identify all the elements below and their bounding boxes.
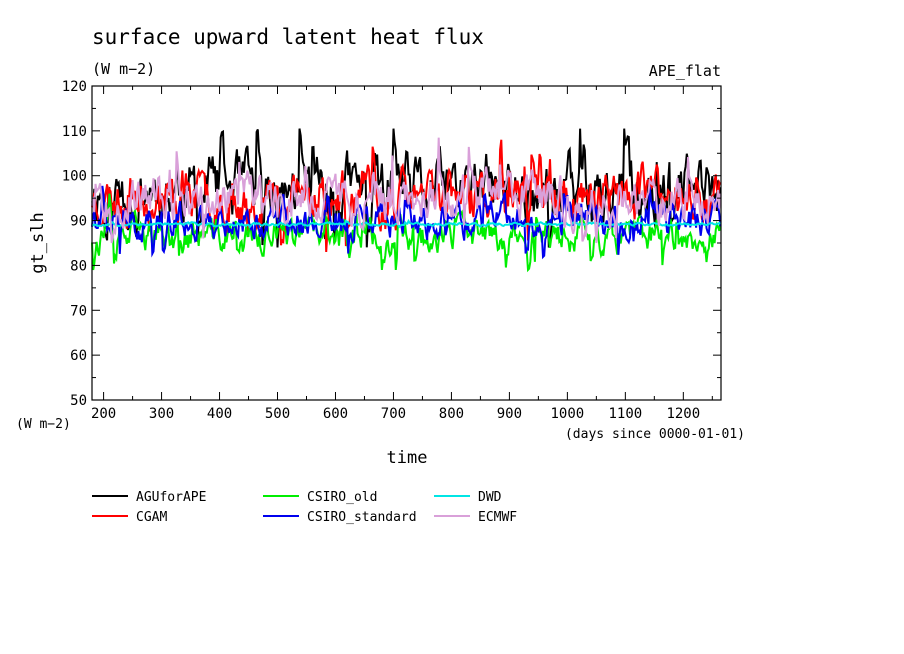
series-line-csiro-standard <box>91 185 722 260</box>
y-tick-label: 50 <box>70 393 87 409</box>
x-tick-label: 500 <box>265 406 290 422</box>
y-tick-label: 120 <box>62 79 87 95</box>
legend-label: CSIRO_old <box>307 490 377 505</box>
x-tick-label: 700 <box>381 406 406 422</box>
x-tick-label: 600 <box>323 406 348 422</box>
x-tick-label: 1000 <box>551 406 585 422</box>
experiment-label: APE_flat <box>649 62 721 80</box>
series-line-ecmwf <box>91 137 722 244</box>
x-tick-label: 1200 <box>666 406 700 422</box>
y-axis-label: gt_slh <box>28 212 48 273</box>
legend: AGUforAPE CGAM CSIRO_old CSIRO_standard DWD E… <box>92 490 517 525</box>
y-tick-label: 90 <box>70 214 87 230</box>
x-tick-label: 900 <box>497 406 522 422</box>
x-tick-label: 300 <box>149 406 174 422</box>
x-axis-label: time <box>387 448 428 468</box>
y-tick-label: 80 <box>70 258 87 274</box>
x-axis-units: (days since 0000-01-01) <box>565 427 745 442</box>
plot-lines <box>91 128 722 273</box>
y-tick-label: 110 <box>62 124 87 140</box>
axes: 200 300 400 500 600 700 800 900 1000 1100 1200 50 60… <box>62 79 721 422</box>
legend-label: ECMWF <box>478 510 517 525</box>
y-tick-label: 70 <box>70 303 87 319</box>
chart-units: (W m−2) <box>92 60 155 78</box>
legend-label: DWD <box>478 490 502 505</box>
legend-label: AGUforAPE <box>136 490 206 505</box>
y-tick-label: 60 <box>70 348 87 364</box>
x-tick-label: 200 <box>91 406 116 422</box>
x-tick-label: 1100 <box>608 406 642 422</box>
y-axis-units: (W m−2) <box>16 417 71 432</box>
series-line-aguforape <box>91 128 722 248</box>
y-tick-label: 100 <box>62 169 87 185</box>
legend-label: CSIRO_standard <box>307 510 417 525</box>
legend-label: CGAM <box>136 510 167 525</box>
x-tick-label: 400 <box>207 406 232 422</box>
x-tick-label: 800 <box>439 406 464 422</box>
chart-title: surface upward latent heat flux <box>92 25 484 49</box>
